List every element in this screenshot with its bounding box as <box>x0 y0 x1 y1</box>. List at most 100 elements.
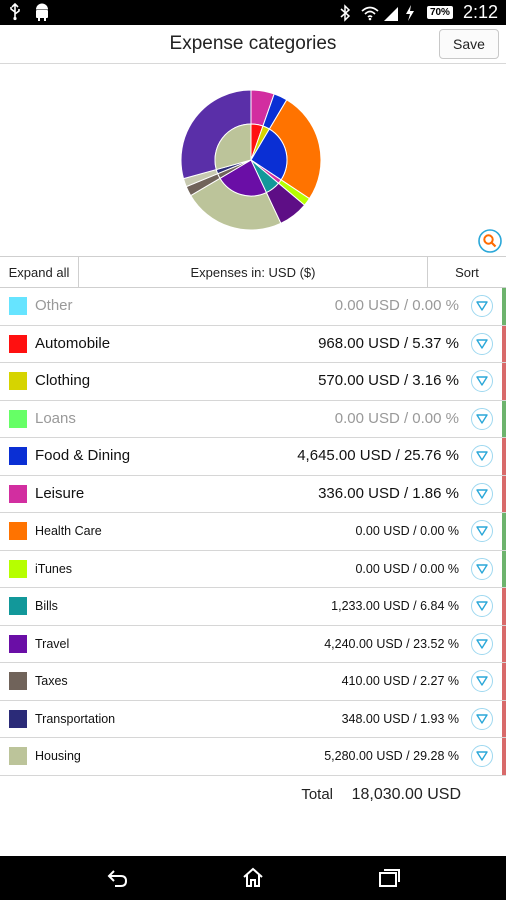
charging-icon <box>405 4 421 22</box>
sort-button[interactable]: Sort <box>427 257 506 287</box>
category-row-transportation[interactable]: Transportation 348.00 USD / 1.93 % <box>0 700 506 738</box>
category-value: 348.00 USD / 1.93 % <box>341 711 459 726</box>
category-row-travel[interactable]: Travel 4,240.00 USD / 23.52 % <box>0 625 506 663</box>
status-edge <box>502 475 506 512</box>
expand-row-icon[interactable] <box>471 295 493 317</box>
status-edge <box>502 700 506 737</box>
category-row-automobile[interactable]: Automobile 968.00 USD / 5.37 % <box>0 325 506 363</box>
inner-slice-travel[interactable] <box>219 159 268 197</box>
expand-row-icon[interactable] <box>471 332 493 355</box>
category-name: Clothing <box>35 372 91 389</box>
wifi-icon <box>361 4 379 22</box>
category-value: 5,280.00 USD / 29.28 % <box>324 749 459 763</box>
category-color-swatch <box>9 597 27 615</box>
status-edge <box>502 513 506 550</box>
total-label: Total <box>301 786 333 803</box>
category-value: 4,645.00 USD / 25.76 % <box>297 447 459 464</box>
currency-label: Expenses in: USD ($) <box>190 264 316 280</box>
status-edge <box>502 550 506 587</box>
usb-icon <box>8 2 24 21</box>
category-color-swatch <box>9 709 27 728</box>
status-edge <box>502 663 506 700</box>
category-row-taxes[interactable]: Taxes 410.00 USD / 2.27 % <box>0 663 506 701</box>
expand-row-icon[interactable] <box>471 482 493 505</box>
category-color-swatch <box>9 559 27 578</box>
status-edge <box>502 325 506 362</box>
total-value: 18,030.00 USD <box>351 786 461 803</box>
clock: 2:12 <box>462 2 498 22</box>
expand-row-icon[interactable] <box>471 745 493 767</box>
expand-row-icon[interactable] <box>471 370 493 392</box>
expand-row-icon[interactable] <box>471 707 493 730</box>
category-row-health-care[interactable]: Health Care 0.00 USD / 0.00 % <box>0 513 506 551</box>
category-color-swatch <box>9 447 27 465</box>
status-edge <box>502 400 506 437</box>
home-icon[interactable] <box>241 866 265 890</box>
category-color-swatch <box>9 372 27 390</box>
category-name: Loans <box>35 409 76 427</box>
category-name: iTunes <box>35 561 73 576</box>
category-row-itunes[interactable]: iTunes 0.00 USD / 0.00 % <box>0 550 506 588</box>
category-name: Other <box>35 297 73 314</box>
status-bar: 70% 2:12 <box>0 0 506 25</box>
pie-chart[interactable] <box>0 64 506 256</box>
category-name: Food & Dining <box>35 447 131 464</box>
expand-row-icon[interactable] <box>471 445 493 467</box>
category-value: 0.00 USD / 0.00 % <box>355 524 459 538</box>
category-color-swatch <box>9 297 27 315</box>
expand-row-icon[interactable] <box>471 595 493 617</box>
expand-row-icon[interactable] <box>471 632 493 655</box>
category-row-food-dining[interactable]: Food & Dining 4,645.00 USD / 25.76 % <box>0 438 506 476</box>
category-row-housing[interactable]: Housing 5,280.00 USD / 29.28 % <box>0 738 506 776</box>
category-row-clothing[interactable]: Clothing 570.00 USD / 3.16 % <box>0 363 506 401</box>
status-edge <box>502 363 506 400</box>
bluetooth-icon <box>339 3 355 22</box>
expand-row-icon[interactable] <box>471 520 493 542</box>
category-value: 570.00 USD / 3.16 % <box>318 372 459 389</box>
expand-row-icon[interactable] <box>471 407 493 430</box>
category-color-swatch <box>9 634 27 653</box>
page-title: Expense categories <box>169 33 337 54</box>
back-icon[interactable] <box>105 866 129 890</box>
navigation-bar <box>0 856 506 900</box>
category-color-swatch <box>9 409 27 428</box>
table-header: Expand all Expenses in: USD ($) Sort <box>0 256 506 288</box>
save-button[interactable]: Save <box>439 29 499 59</box>
category-name: Health Care <box>35 524 102 538</box>
category-name: Leisure <box>35 484 85 502</box>
category-name: Automobile <box>35 334 111 352</box>
expand-row-icon[interactable] <box>471 670 493 692</box>
inner-slice-food-dining[interactable] <box>250 128 288 181</box>
category-value: 336.00 USD / 1.86 % <box>318 484 459 502</box>
zoom-icon[interactable] <box>478 229 502 253</box>
category-row-other[interactable]: Other 0.00 USD / 0.00 % <box>0 288 506 326</box>
category-color-swatch <box>9 672 27 690</box>
category-color-swatch <box>9 484 27 503</box>
category-name: Transportation <box>35 711 116 726</box>
status-edge <box>502 625 506 662</box>
category-value: 410.00 USD / 2.27 % <box>341 674 459 688</box>
category-value: 1,233.00 USD / 6.84 % <box>331 599 459 613</box>
category-color-swatch <box>9 747 27 765</box>
expense-chart <box>0 64 506 256</box>
expand-all-button[interactable]: Expand all <box>0 257 79 287</box>
category-value: 0.00 USD / 0.00 % <box>334 409 459 427</box>
recents-icon[interactable] <box>377 866 401 890</box>
expand-row-icon[interactable] <box>471 557 493 580</box>
status-edge <box>502 588 506 625</box>
category-value: 968.00 USD / 5.37 % <box>318 334 459 352</box>
category-row-loans[interactable]: Loans 0.00 USD / 0.00 % <box>0 400 506 438</box>
category-name: Housing <box>35 749 81 763</box>
category-color-swatch <box>9 522 27 540</box>
category-value: 0.00 USD / 0.00 % <box>355 561 459 576</box>
status-edge <box>502 438 506 475</box>
category-value: 4,240.00 USD / 23.52 % <box>324 636 459 651</box>
category-row-bills[interactable]: Bills 1,233.00 USD / 6.84 % <box>0 588 506 626</box>
category-row-leisure[interactable]: Leisure 336.00 USD / 1.86 % <box>0 475 506 513</box>
category-color-swatch <box>9 334 27 353</box>
status-edge <box>502 288 506 325</box>
android-icon <box>34 3 50 21</box>
category-value: 0.00 USD / 0.00 % <box>334 297 459 314</box>
inner-slice-housing[interactable] <box>214 123 252 171</box>
app-header: Expense categories Save <box>0 25 506 64</box>
